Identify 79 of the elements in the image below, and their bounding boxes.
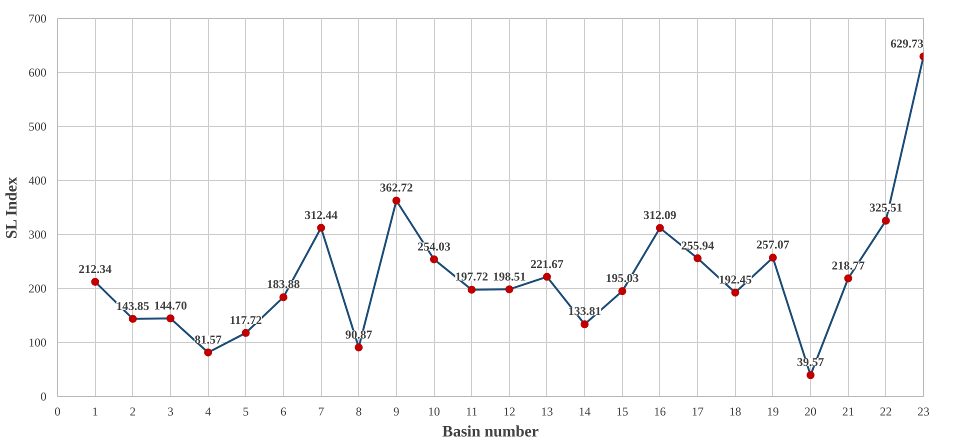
point (468, 286, 476, 294)
x-tick-label: 10 (428, 404, 440, 418)
x-tick-label: 11 (466, 404, 478, 418)
data-label: 133.81 (568, 304, 602, 318)
point (768, 254, 777, 262)
point (204, 348, 212, 356)
x-tick-label: 6 (280, 404, 286, 418)
x-tick-label: 2 (130, 404, 136, 418)
point (354, 343, 363, 352)
data-label: 629.73 (890, 36, 924, 50)
data-label: 312.09 (643, 208, 676, 222)
point (430, 255, 438, 264)
data-label: 312.44 (304, 208, 338, 222)
x-tick-label: 1 (92, 404, 98, 418)
x-tick-label: 17 (692, 404, 704, 418)
x-tick-label: 15 (616, 404, 628, 418)
point (618, 287, 626, 296)
point (882, 216, 890, 225)
data-label: 198.51 (492, 269, 526, 284)
data-label: 362.72 (380, 180, 413, 195)
x-tick-label: 12 (503, 404, 516, 418)
point (317, 224, 326, 232)
data-label: 195.03 (606, 271, 639, 286)
point (128, 314, 137, 323)
y-tick-label: 700 (28, 12, 46, 26)
data-label: 144.70 (154, 298, 187, 312)
data-label: 254.03 (418, 239, 451, 254)
y-tick-label: 600 (28, 66, 46, 80)
data-label: 117.72 (230, 312, 262, 327)
x-tick-label: 13 (540, 404, 553, 418)
data-label: 218.77 (832, 258, 865, 272)
x-tick-label: 21 (842, 404, 854, 418)
x-tick-label: 3 (167, 404, 174, 418)
data-label: 39.57 (797, 355, 824, 370)
data-label: 257.07 (756, 238, 790, 252)
data-label: 192.45 (718, 272, 752, 287)
x-tick-label: 20 (804, 404, 817, 418)
point (694, 254, 702, 262)
point (392, 196, 400, 205)
y-tick-label: 0 (40, 390, 46, 404)
data-label: 212.34 (78, 262, 112, 276)
data-label: 183.88 (266, 277, 300, 292)
point (580, 320, 589, 328)
point (806, 371, 815, 380)
data-label: 81.57 (194, 332, 222, 346)
data-label: 255.94 (681, 238, 714, 252)
x-tick-label: 22 (880, 404, 892, 418)
point (844, 274, 852, 282)
x-tick-label: 18 (729, 404, 742, 418)
data-label: 325.51 (869, 200, 902, 215)
y-tick-label: 400 (28, 174, 46, 188)
point (505, 285, 514, 294)
x-tick-label: 7 (318, 404, 324, 418)
x-tick-label: 19 (766, 404, 779, 418)
point (542, 272, 551, 281)
x-tick-label: 9 (393, 404, 400, 418)
point (656, 224, 664, 232)
x-tick-label: 0 (54, 404, 60, 418)
y-tick-label: 100 (28, 336, 46, 350)
point (731, 288, 740, 297)
y-axis-title: SL Index (4, 177, 20, 239)
y-tick-label: 200 (28, 282, 46, 296)
x-tick-label: 16 (654, 404, 666, 418)
x-tick-label: 5 (242, 404, 249, 418)
data-label: 90.87 (345, 327, 372, 342)
x-tick-label: 8 (356, 404, 362, 418)
data-label: 143.85 (116, 298, 150, 313)
point (91, 278, 100, 286)
x-tick-label: 4 (205, 404, 212, 418)
data-label: 221.67 (530, 256, 564, 271)
point (279, 293, 288, 302)
x-tick-label: 23 (918, 404, 930, 418)
point (242, 328, 250, 337)
x-axis-title: Basin number (442, 424, 539, 440)
x-tick-label: 14 (578, 404, 591, 418)
y-tick-label: 300 (28, 228, 46, 242)
point (166, 314, 174, 322)
y-tick-label: 500 (28, 120, 46, 134)
data-label: 197.72 (455, 270, 488, 284)
